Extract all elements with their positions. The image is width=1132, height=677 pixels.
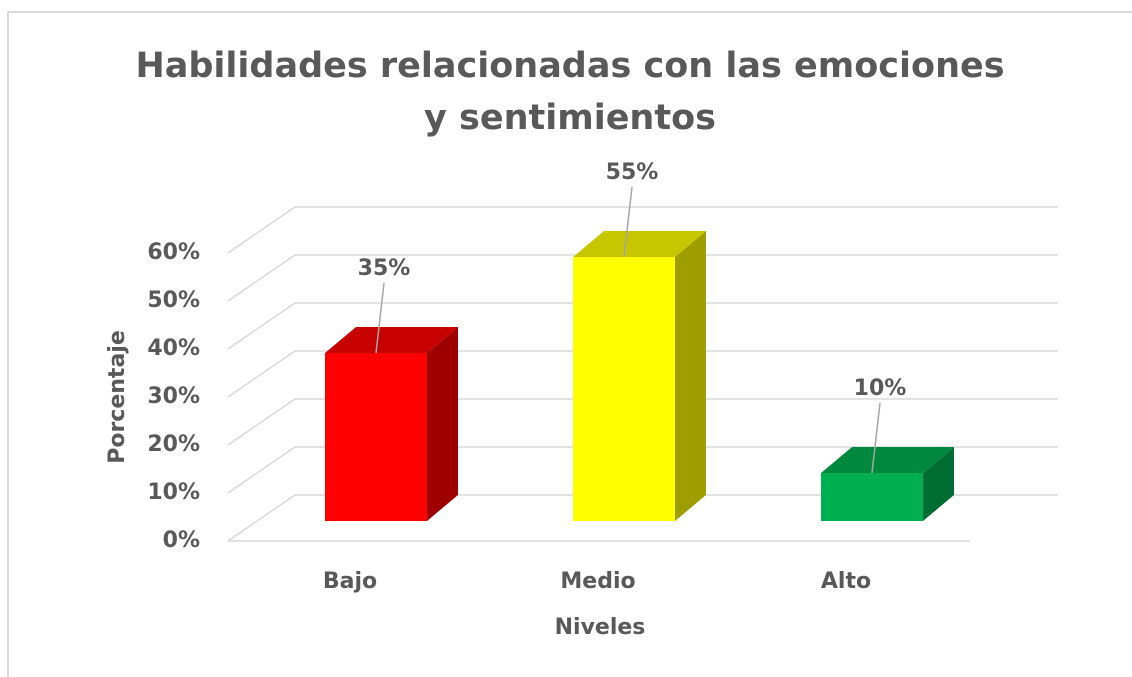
y-tick-label: 40% [147,336,200,361]
grid-line [227,206,1058,254]
grid-line [227,350,1058,398]
data-label: 55% [606,160,659,185]
x-tick-label: Medio [560,569,635,594]
grid-line [227,494,1058,542]
bar-top [573,231,706,257]
grid-line [227,302,1058,350]
data-label: 10% [854,376,907,401]
bar [821,473,923,521]
grid-line [227,446,1058,494]
bar [325,353,427,521]
leader-line [623,186,633,258]
bar-side [675,231,706,521]
bar-top [325,327,458,353]
x-axis-label: Niveles [555,615,646,640]
bar-side [923,447,954,521]
x-tick-label: Bajo [323,569,377,594]
y-tick-label: 10% [147,480,200,505]
grid-line [227,254,1058,302]
grid-line [227,398,1058,446]
data-label: 35% [358,256,411,281]
leader-line [871,402,881,474]
y-tick-label: 60% [147,240,200,265]
bar [573,257,675,521]
chart-title: Habilidades relacionadas con las emocion… [135,46,1005,138]
bar-top [821,447,954,473]
bar-side [427,327,458,521]
x-tick-label: Alto [821,569,871,594]
y-tick-label: 30% [147,384,200,409]
leader-line [375,282,385,354]
y-tick-label: 0% [163,528,200,553]
y-tick-label: 20% [147,432,200,457]
y-tick-label: 50% [147,288,200,313]
y-axis-label: Porcentaje [105,330,130,464]
